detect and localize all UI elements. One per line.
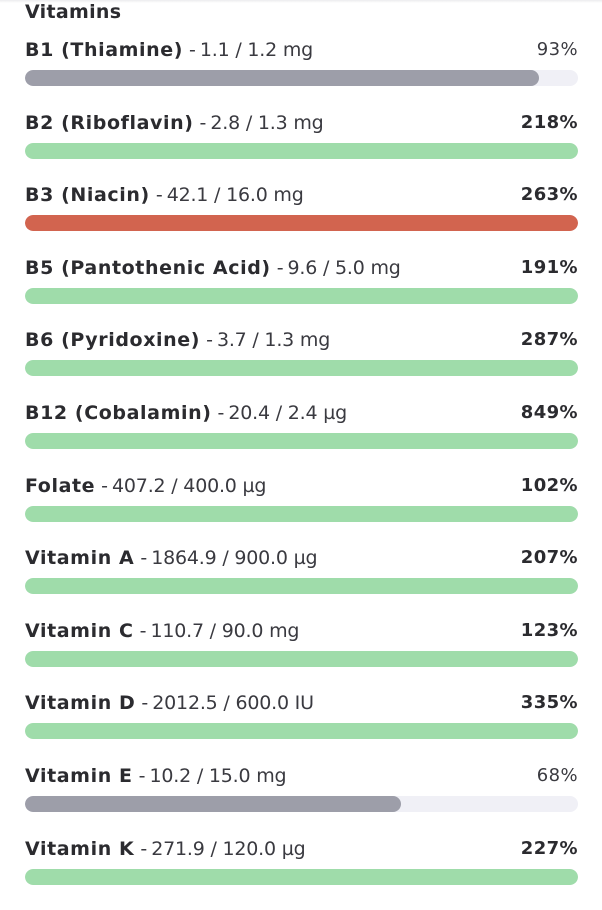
vitamin-separator: -	[138, 764, 146, 787]
vitamin-name: Vitamin A	[25, 547, 135, 570]
vitamin-name: Vitamin E	[25, 764, 133, 787]
progress-bar-fill	[25, 432, 578, 449]
vitamin-amount: 110.7 / 90.0 mg	[150, 619, 300, 642]
vitamin-row-header: B3 (Niacin) -42.1 / 16.0 mg 263%	[25, 184, 578, 214]
vitamin-amount: 271.9 / 120.0 µg	[151, 837, 306, 860]
progress-bar-fill	[25, 142, 578, 159]
vitamin-name: Vitamin C	[25, 619, 134, 642]
vitamin-name: Vitamin K	[25, 837, 135, 860]
section-title: Vitamins	[25, 1, 122, 23]
progress-bar-fill	[25, 868, 578, 885]
vitamin-name: B1 (Thiamine)	[25, 39, 184, 61]
progress-bar-track	[25, 723, 578, 740]
progress-bar-track	[25, 868, 578, 885]
progress-bar-fill	[25, 287, 578, 304]
vitamin-row: B3 (Niacin) -42.1 / 16.0 mg 263%	[25, 184, 578, 257]
vitamin-row-header: Vitamin E -10.2 / 15.0 mg 68%	[25, 765, 578, 795]
progress-bar-track	[25, 287, 578, 304]
vitamin-percent: 335%	[520, 692, 578, 714]
vitamin-percent: 191%	[520, 256, 578, 278]
vitamin-amount: 2.8 / 1.3 mg	[210, 111, 324, 134]
progress-bar-fill	[25, 650, 578, 667]
vitamin-amount: 3.7 / 1.3 mg	[216, 329, 331, 352]
vitamin-row-header: B12 (Cobalamin) -20.4 / 2.4 µg 849%	[25, 402, 578, 432]
vitamin-amount: 42.1 / 16.0 mg	[166, 184, 304, 207]
vitamin-row: B6 (Pyridoxine) -3.7 / 1.3 mg 287%	[25, 329, 578, 402]
vitamin-separator: -	[206, 329, 213, 352]
progress-bar-fill	[25, 360, 578, 377]
progress-bar-fill	[25, 215, 578, 232]
vitamin-separator: -	[140, 547, 148, 570]
vitamin-row-header: Vitamin D -2012.5 / 600.0 IU 335%	[25, 692, 578, 722]
progress-bar-track	[25, 360, 578, 377]
vitamin-separator: -	[141, 692, 149, 715]
vitamin-row: B5 (Pantothenic Acid) -9.6 / 5.0 mg 191%	[25, 257, 578, 330]
vitamin-row: Vitamin A -1864.9 / 900.0 µg 207%	[25, 547, 578, 620]
progress-bar-track	[25, 578, 578, 595]
progress-bar-track	[25, 432, 578, 449]
vitamin-name: B2 (Riboflavin)	[25, 111, 194, 134]
vitamin-percent: 93%	[536, 39, 578, 60]
progress-bar-fill	[25, 723, 578, 740]
vitamin-separator: -	[140, 837, 148, 860]
vitamin-separator: -	[276, 256, 284, 279]
vitamin-separator: -	[199, 111, 207, 134]
vitamin-percent: 102%	[520, 474, 578, 496]
vitamin-row-header: Vitamin A -1864.9 / 900.0 µg 207%	[25, 547, 578, 577]
vitamin-amount: 2012.5 / 600.0 IU	[152, 692, 314, 715]
vitamin-separator: -	[189, 39, 196, 61]
vitamin-percent: 123%	[520, 619, 578, 641]
progress-bar-fill	[25, 578, 578, 595]
vitamin-row: Vitamin E -10.2 / 15.0 mg 68%	[25, 765, 578, 838]
vitamin-row-header: Vitamin K -271.9 / 120.0 µg 227%	[25, 838, 578, 868]
vitamin-amount: 20.4 / 2.4 µg	[228, 401, 347, 424]
vitamin-row-header: B1 (Thiamine) -1.1 / 1.2 mg 93%	[25, 39, 578, 69]
vitamin-row-header: B2 (Riboflavin) -2.8 / 1.3 mg 218%	[25, 112, 578, 142]
vitamin-row-header: Vitamin C -110.7 / 90.0 mg 123%	[25, 620, 578, 650]
progress-bar-track	[25, 70, 578, 86]
vitamin-row: Vitamin D -2012.5 / 600.0 IU 335%	[25, 692, 578, 765]
vitamin-row: Folate -407.2 / 400.0 µg 102%	[25, 475, 578, 548]
vitamin-amount: 9.6 / 5.0 mg	[287, 256, 401, 279]
vitamin-percent: 263%	[520, 184, 578, 206]
vitamin-percent: 227%	[520, 837, 578, 859]
vitamin-amount: 10.2 / 15.0 mg	[149, 764, 287, 787]
vitamin-row-header: Folate -407.2 / 400.0 µg 102%	[25, 475, 578, 505]
vitamin-amount: 407.2 / 400.0 µg	[112, 474, 267, 497]
progress-bar-track	[25, 505, 578, 522]
vitamin-amount: 1864.9 / 900.0 µg	[151, 547, 318, 570]
progress-bar-track	[25, 215, 578, 232]
progress-bar-track	[25, 142, 578, 159]
progress-bar-fill	[25, 505, 578, 522]
vitamin-percent: 287%	[520, 329, 578, 351]
vitamin-amount: 1.1 / 1.2 mg	[199, 39, 314, 61]
vitamin-list: B1 (Thiamine) -1.1 / 1.2 mg 93% B2 (Ribofla…	[25, 39, 578, 910]
vitamin-percent: 849%	[520, 401, 578, 423]
vitamin-name: B12 (Cobalamin)	[25, 401, 212, 424]
vitamin-name: B6 (Pyridoxine)	[25, 329, 201, 352]
vitamin-row: Vitamin K -271.9 / 120.0 µg 227%	[25, 838, 578, 910]
progress-bar-track	[25, 795, 578, 812]
vitamin-separator: -	[139, 619, 147, 642]
progress-bar-fill	[25, 795, 402, 812]
vitamin-row: B12 (Cobalamin) -20.4 / 2.4 µg 849%	[25, 402, 578, 475]
vitamin-percent: 68%	[536, 764, 578, 786]
vitamin-name: Vitamin D	[25, 692, 136, 715]
vitamin-name: B3 (Niacin)	[25, 184, 150, 207]
vitamin-row: B2 (Riboflavin) -2.8 / 1.3 mg 218%	[25, 112, 578, 185]
vitamin-row: Vitamin C -110.7 / 90.0 mg 123%	[25, 620, 578, 693]
vitamin-separator: -	[101, 474, 109, 497]
vitamin-name: B5 (Pantothenic Acid)	[25, 256, 271, 279]
vitamin-percent: 207%	[520, 547, 578, 569]
progress-bar-fill	[25, 70, 540, 86]
vitamin-name: Folate	[25, 474, 96, 497]
progress-bar-track	[25, 650, 578, 667]
vitamin-separator: -	[155, 184, 163, 207]
vitamin-separator: -	[217, 401, 225, 424]
header-divider	[0, 0, 602, 3]
vitamin-row: B1 (Thiamine) -1.1 / 1.2 mg 93%	[25, 39, 578, 112]
vitamin-row-header: B5 (Pantothenic Acid) -9.6 / 5.0 mg 191%	[25, 257, 578, 287]
vitamin-percent: 218%	[520, 111, 578, 133]
vitamin-row-header: B6 (Pyridoxine) -3.7 / 1.3 mg 287%	[25, 329, 578, 359]
